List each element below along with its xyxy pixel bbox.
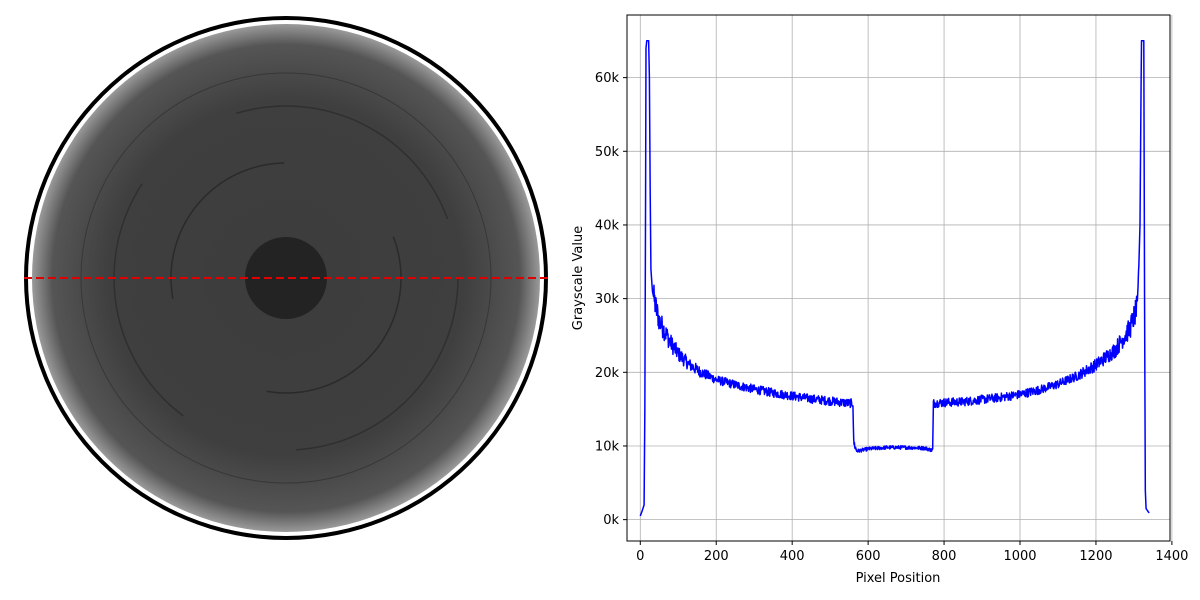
x-tick-label: 1400 (1155, 549, 1188, 564)
y-tick-label: 60k (595, 71, 620, 86)
y-axis-label: Grayscale Value (571, 226, 586, 330)
plot-frame (626, 14, 1171, 542)
y-tick-label: 40k (595, 218, 620, 233)
x-tick-label: 0 (636, 549, 644, 564)
x-tick-label: 1200 (1079, 549, 1112, 564)
x-tick-label: 400 (780, 549, 805, 564)
sample-image (24, 16, 548, 540)
x-tick-label: 800 (932, 549, 957, 564)
inner-ring-1 (80, 72, 492, 484)
y-axis-ticks: 0k 10k 20k 30k 40k 50k 60k (595, 71, 627, 528)
chart-series (639, 40, 1150, 517)
y-tick-label: 10k (595, 439, 620, 454)
x-tick-label: 1000 (1003, 549, 1036, 564)
x-axis-label: Pixel Position (856, 571, 941, 586)
profile-line (639, 40, 1150, 517)
x-tick-label: 200 (704, 549, 729, 564)
x-tick-label: 600 (856, 549, 881, 564)
grayscale-profile-chart: 0 200 400 600 800 1000 1200 1400 0k 10k 20k 30k 40k… (571, 14, 1188, 586)
y-tick-label: 0k (603, 513, 619, 528)
center-core (245, 237, 327, 319)
y-tick-label: 50k (595, 145, 620, 160)
y-tick-label: 20k (595, 366, 620, 381)
chart-grid (627, 15, 1173, 541)
x-axis-ticks: 0 200 400 600 800 1000 1200 1400 (636, 541, 1188, 564)
y-tick-label: 30k (595, 292, 620, 307)
